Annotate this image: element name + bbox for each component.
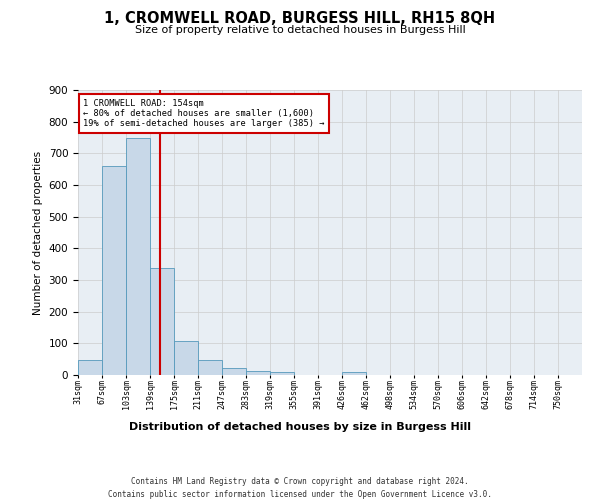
Text: Distribution of detached houses by size in Burgess Hill: Distribution of detached houses by size … xyxy=(129,422,471,432)
Bar xyxy=(270,372,294,375)
Bar xyxy=(342,372,366,375)
Text: Size of property relative to detached houses in Burgess Hill: Size of property relative to detached ho… xyxy=(134,25,466,35)
Bar xyxy=(126,138,150,375)
Text: 1 CROMWELL ROAD: 154sqm
← 80% of detached houses are smaller (1,600)
19% of semi: 1 CROMWELL ROAD: 154sqm ← 80% of detache… xyxy=(83,98,325,128)
Bar xyxy=(150,268,174,375)
Bar xyxy=(198,360,222,375)
Text: Contains public sector information licensed under the Open Government Licence v3: Contains public sector information licen… xyxy=(108,490,492,499)
Bar xyxy=(174,341,198,375)
Bar xyxy=(246,370,270,375)
Y-axis label: Number of detached properties: Number of detached properties xyxy=(33,150,43,314)
Text: Contains HM Land Registry data © Crown copyright and database right 2024.: Contains HM Land Registry data © Crown c… xyxy=(131,478,469,486)
Bar xyxy=(78,360,102,375)
Bar xyxy=(102,166,126,375)
Text: 1, CROMWELL ROAD, BURGESS HILL, RH15 8QH: 1, CROMWELL ROAD, BURGESS HILL, RH15 8QH xyxy=(104,11,496,26)
Bar xyxy=(222,368,246,375)
